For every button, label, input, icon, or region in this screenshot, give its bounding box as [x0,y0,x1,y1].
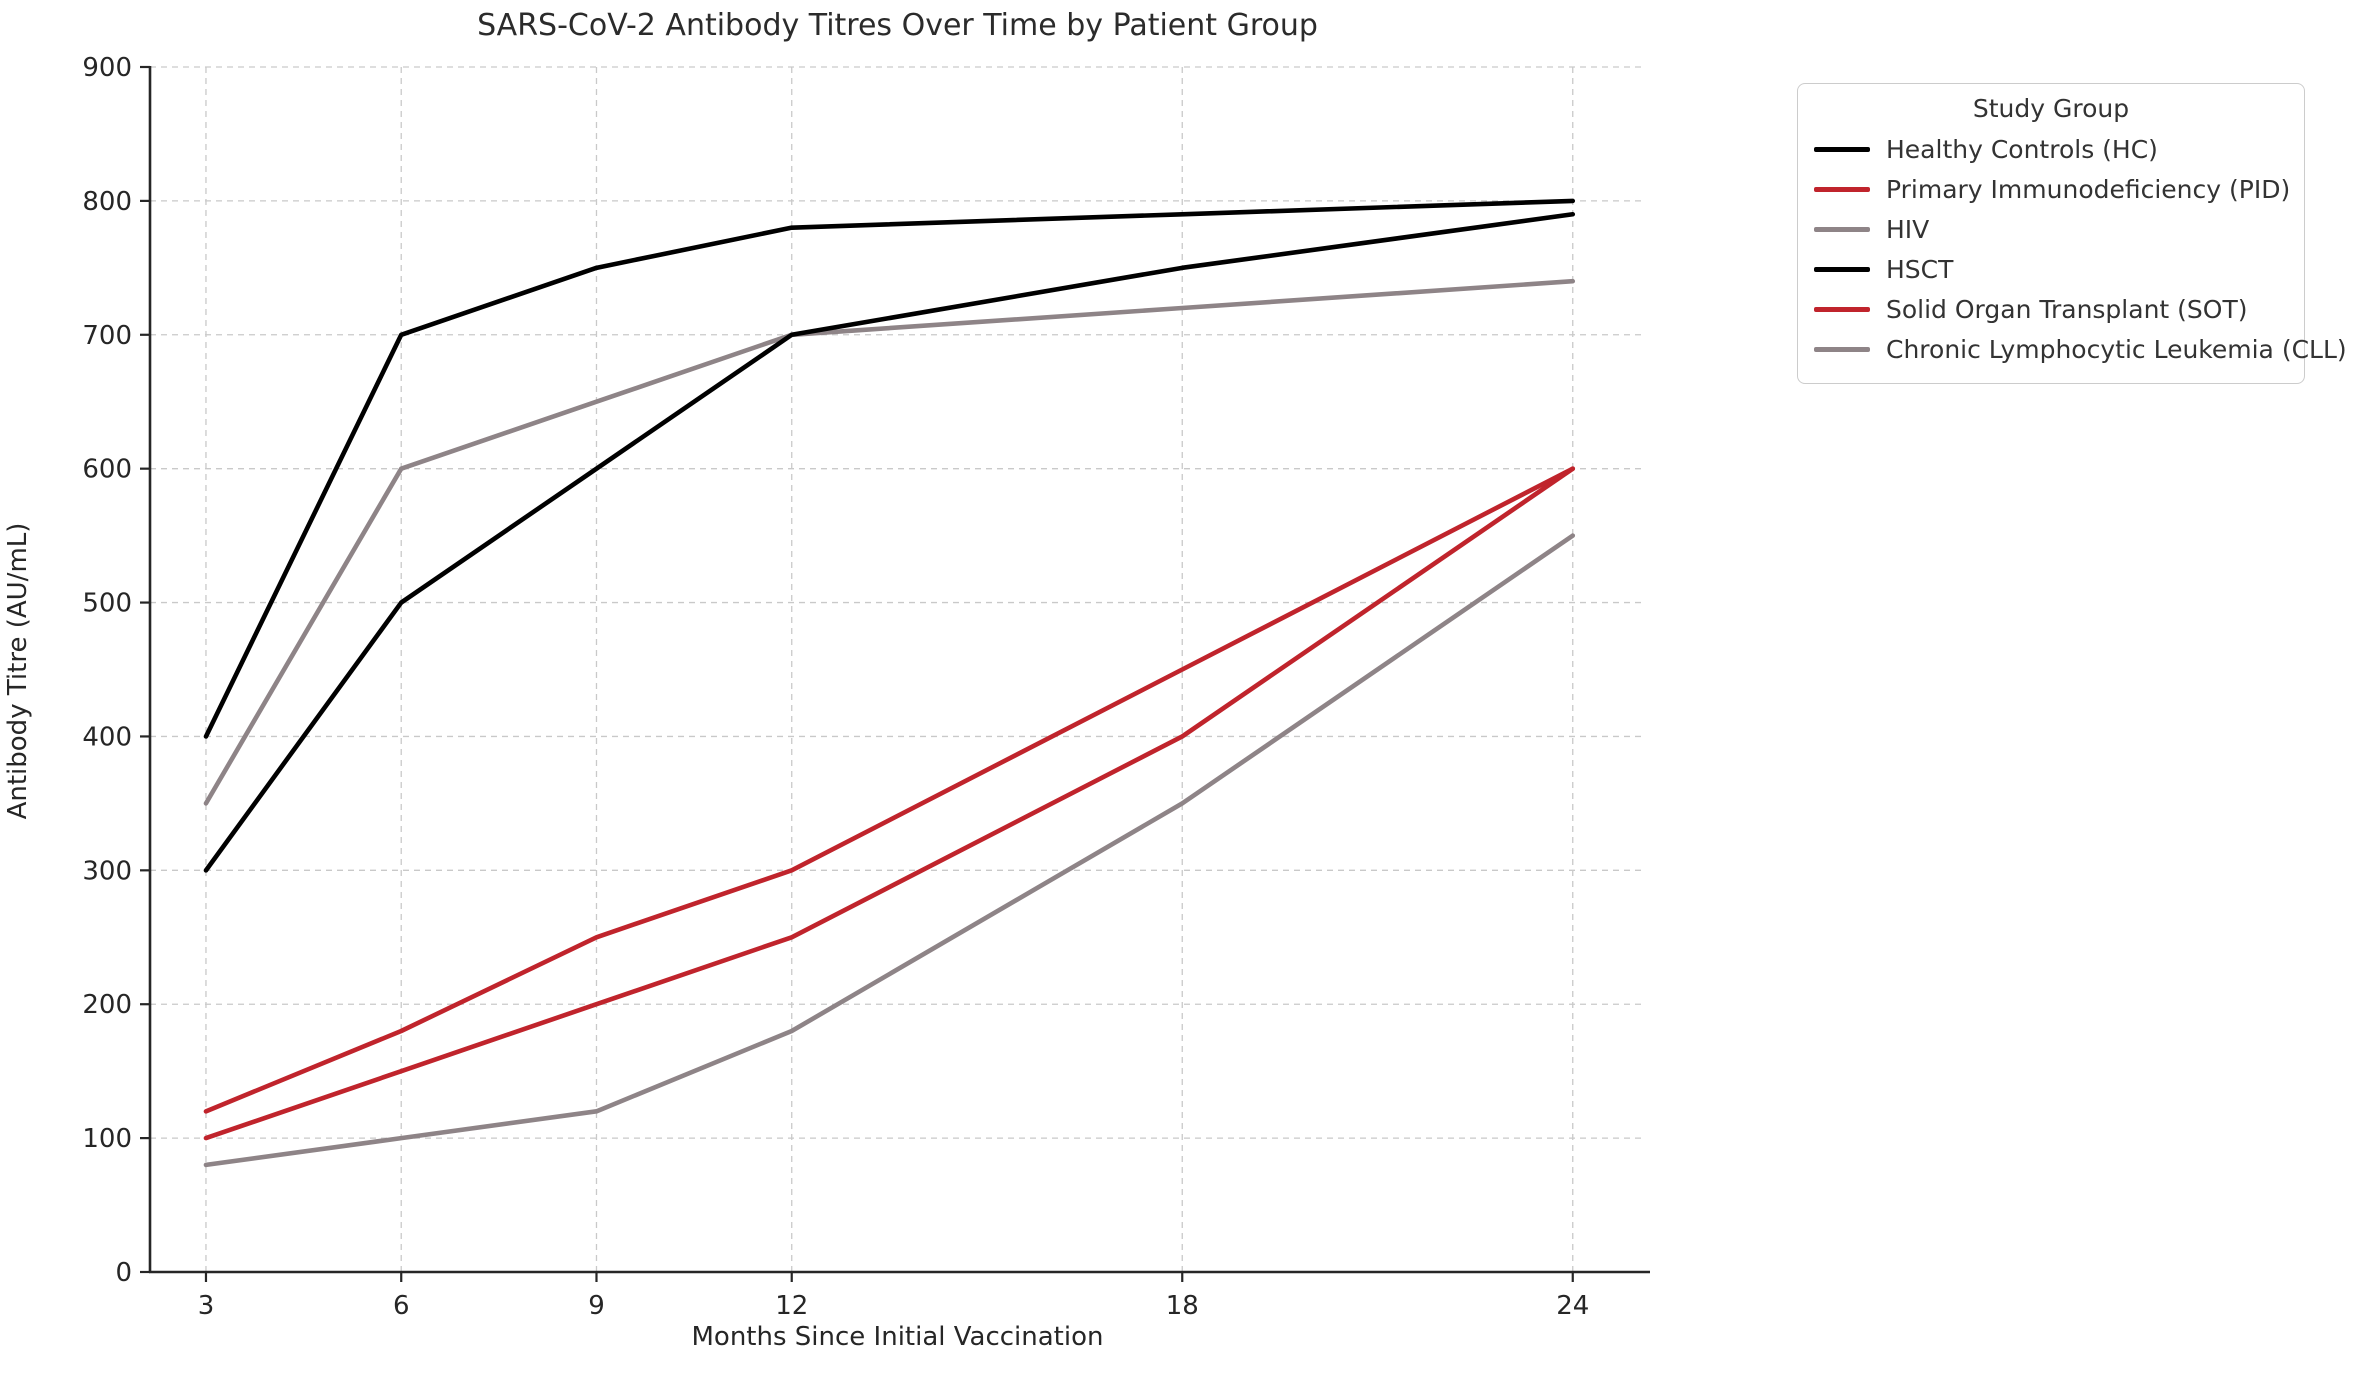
y-tick-label: 400 [82,722,132,752]
series-line-6 [203,533,1576,1168]
y-tick-label: 300 [82,856,132,886]
y-tick-label: 800 [82,187,132,217]
legend-item: Solid Organ Transplant (SOT) [1814,289,2288,329]
legend: Study Group Healthy Controls (HC) Primary… [1797,83,2347,384]
y-tick-label: 600 [82,455,132,485]
legend-line-swatch [1814,306,1870,312]
legend-line-swatch [1814,146,1870,152]
y-tick-label: 200 [82,990,132,1020]
x-axis-label: Months Since Initial Vaccination [691,1322,1104,1352]
x-tick-label: 3 [198,1291,215,1321]
series-line-5 [203,466,1576,1141]
chart-title: SARS-CoV-2 Antibody Titres Over Time by … [477,8,1318,43]
x-tick-label: 12 [775,1291,808,1321]
legend-line-swatch [1814,346,1870,352]
x-tick-label: 24 [1556,1291,1589,1321]
legend-item-label: Healthy Controls (HC) [1886,134,2158,164]
legend-line-swatch [1814,226,1870,232]
legend-item-label: HIV [1886,214,1930,244]
legend-item-label: Primary Immunodeficiency (PID) [1886,174,2291,204]
series-line-4 [203,211,1576,873]
series-line-1 [203,198,1576,739]
legend-item: Chronic Lymphocytic Leukemia (CLL) [1814,329,2347,369]
legend-title: Study Group [1972,94,2130,123]
y-tick-label: 700 [82,321,132,351]
legend-item: HIV [1814,209,2288,249]
y-axis-label: Antibody Titre (AU/mL) [3,522,33,820]
legend-item: Healthy Controls (HC) [1814,129,2288,169]
legend-item: HSCT [1814,249,2288,289]
y-tick-label: 900 [82,53,132,83]
legend-item-label: Solid Organ Transplant (SOT) [1886,294,2248,324]
x-tick-label: 9 [588,1291,605,1321]
x-tick-label: 18 [1166,1291,1199,1321]
y-tick-label: 500 [82,589,132,619]
legend-item-label: HSCT [1886,254,1954,284]
legend-item-label: Chronic Lymphocytic Leukemia (CLL) [1886,334,2347,364]
series-line-3 [203,278,1576,806]
legend-line-swatch [1814,266,1870,272]
y-tick-label: 100 [82,1124,132,1154]
legend-item: Primary Immunodeficiency (PID) [1814,169,2291,209]
legend-items: Healthy Controls (HC) Primary Immunodefic… [1814,129,2347,369]
series-line-2 [203,466,1576,1114]
x-tick-label: 6 [393,1291,410,1321]
legend-line-swatch [1814,186,1870,192]
y-tick-label: 0 [115,1258,132,1288]
